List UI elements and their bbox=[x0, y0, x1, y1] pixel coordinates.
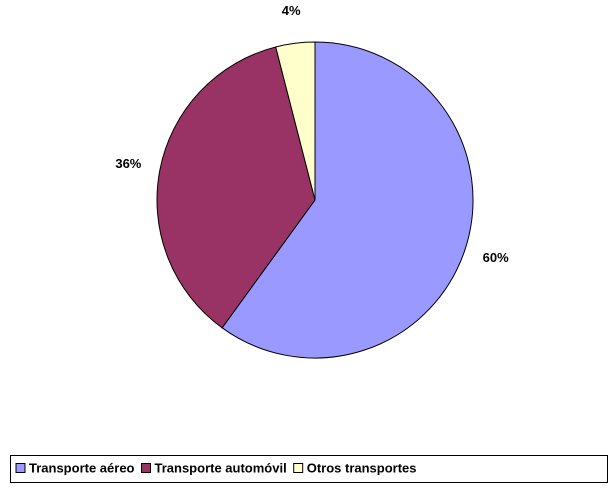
data-label: 4% bbox=[282, 3, 301, 18]
legend-box bbox=[10, 455, 608, 483]
legend-swatch bbox=[293, 463, 304, 473]
data-label: 36% bbox=[115, 156, 141, 171]
legend-swatch bbox=[141, 463, 151, 473]
data-label: 60% bbox=[483, 250, 509, 265]
legend-swatch bbox=[15, 463, 26, 473]
pie-slice bbox=[156, 46, 316, 329]
pie-slice bbox=[221, 41, 474, 359]
legend-label: Transporte aéreo bbox=[29, 460, 135, 475]
legend-label: Otros transportes bbox=[307, 460, 417, 475]
legend-label: Transporte automóvil bbox=[155, 460, 287, 475]
pie-slice bbox=[275, 41, 316, 201]
